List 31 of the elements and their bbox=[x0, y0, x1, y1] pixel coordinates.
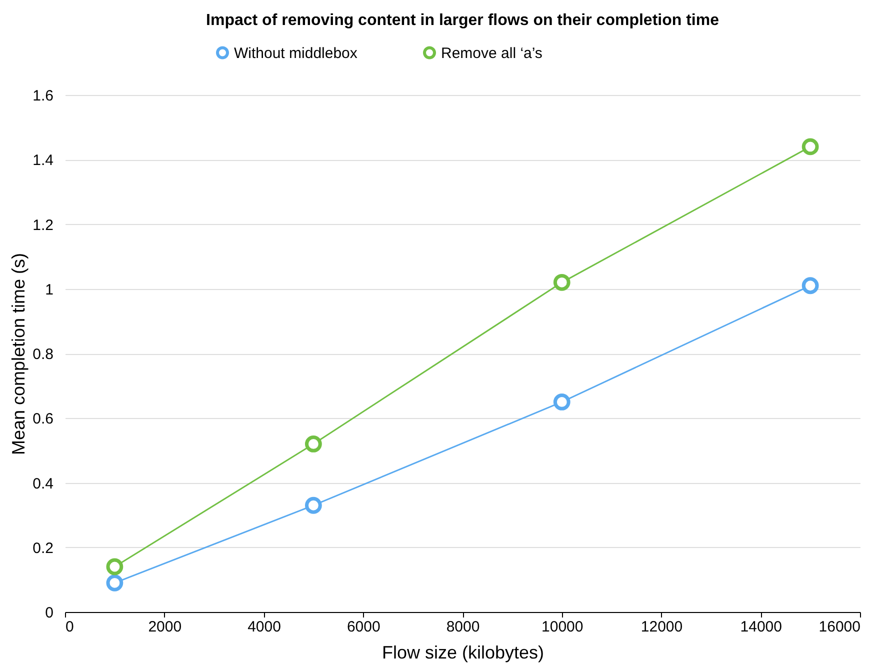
y-tick-label: 1.2 bbox=[32, 216, 54, 234]
chart-title: Impact of removing content in larger flows on their completion time bbox=[206, 12, 720, 29]
point bbox=[304, 436, 322, 452]
point bbox=[553, 274, 570, 291]
point bbox=[304, 496, 322, 514]
point bbox=[802, 277, 819, 294]
x-tick-label: 6000 bbox=[346, 618, 380, 636]
x-tick-label: 12000 bbox=[640, 618, 683, 636]
y-tick-label: 1.6 bbox=[32, 88, 54, 104]
x-tick-label: 0 bbox=[66, 618, 74, 636]
y-tick-label: 0.2 bbox=[32, 540, 54, 557]
y-tick-label: 1.4 bbox=[32, 152, 54, 170]
y-tick-label: 0.4 bbox=[32, 475, 54, 492]
y-tick-label: 0.6 bbox=[32, 410, 54, 428]
y-tick-label: 1 bbox=[45, 281, 54, 298]
y-axis-title: Mean completion time (s) bbox=[8, 252, 29, 456]
legend-label: Remove all ‘a’s bbox=[441, 44, 542, 62]
point bbox=[106, 574, 124, 592]
point bbox=[553, 394, 570, 410]
legend-label: Without middlebox bbox=[234, 44, 358, 62]
x-tick-label: 8000 bbox=[446, 618, 480, 636]
point bbox=[106, 558, 124, 576]
x-tick-label: 16000 bbox=[818, 618, 860, 636]
x-tick-label: 2000 bbox=[148, 618, 182, 636]
x-tick-label: 14000 bbox=[740, 618, 782, 636]
y-tick-label: 0.8 bbox=[32, 346, 54, 363]
x-tick-label: 4000 bbox=[248, 618, 281, 636]
x-axis-title: Flow size (kilobytes) bbox=[382, 642, 544, 662]
y-tick-label: 0 bbox=[45, 604, 54, 622]
x-tick-label: 10000 bbox=[542, 618, 584, 636]
point bbox=[802, 138, 819, 156]
